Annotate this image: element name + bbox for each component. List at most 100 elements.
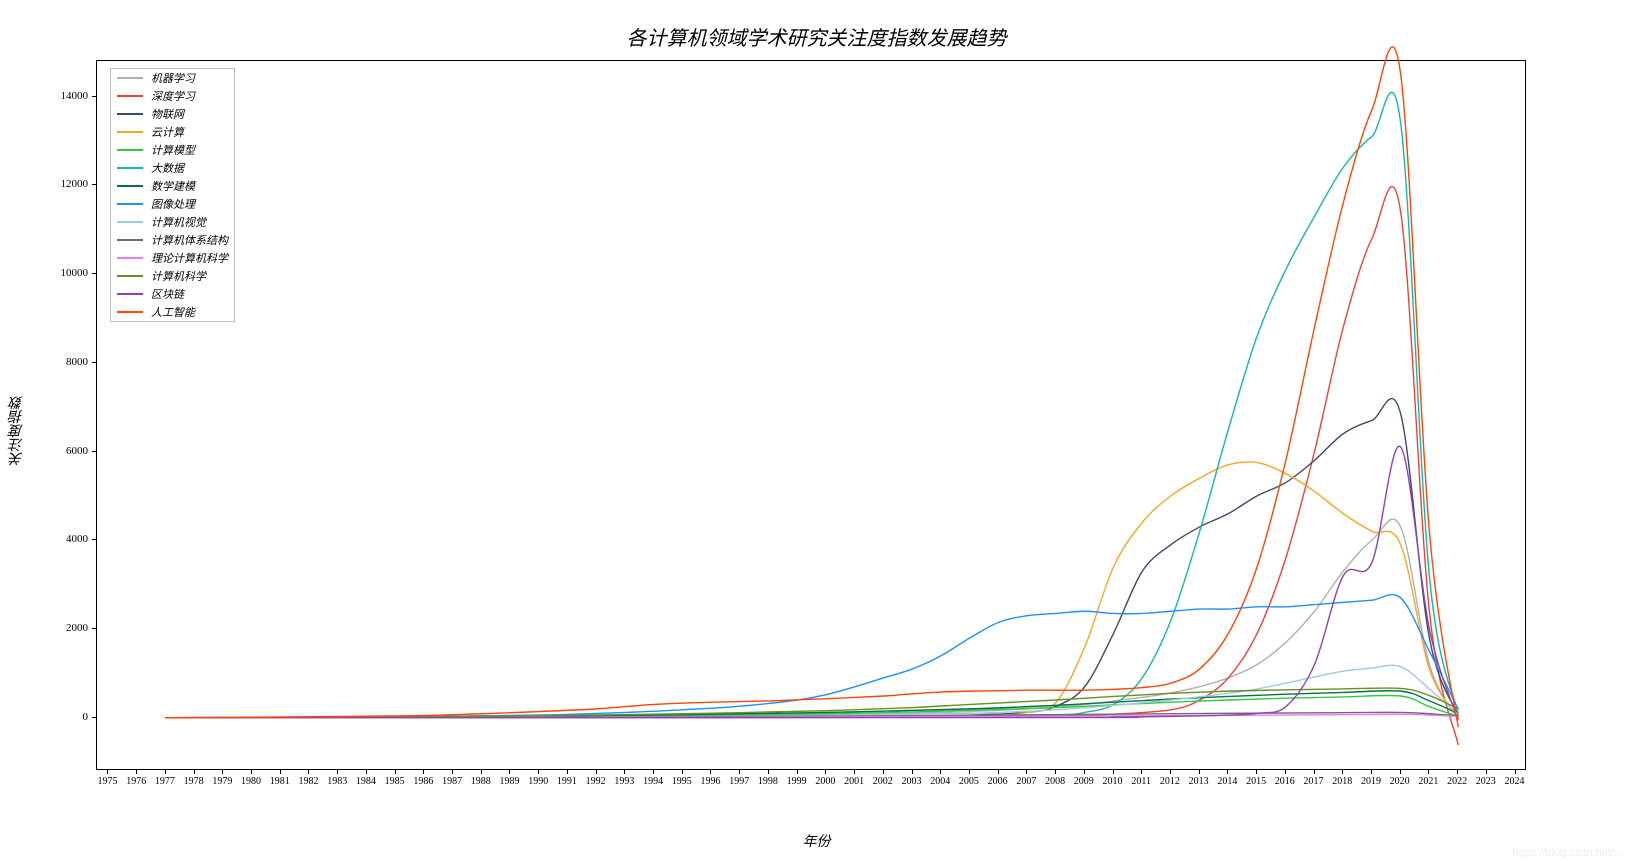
x-tick-label: 1997	[729, 776, 749, 787]
x-tick-label: 2020	[1390, 776, 1410, 787]
legend-swatch	[117, 311, 143, 313]
y-tick-mark	[92, 717, 96, 718]
y-tick-mark	[92, 273, 96, 274]
legend-label: 计算机视觉	[151, 214, 206, 230]
legend-label: 云计算	[151, 124, 184, 140]
x-tick-label: 1996	[700, 776, 720, 787]
x-tick-mark	[1055, 770, 1056, 774]
watermark: https://blog.csdn.net/…	[1512, 847, 1625, 859]
y-tick-mark	[92, 451, 96, 452]
x-tick-label: 1989	[499, 776, 519, 787]
y-tick-label: 0	[52, 711, 88, 723]
x-tick-label: 2015	[1246, 776, 1266, 787]
x-tick-label: 1995	[672, 776, 692, 787]
x-tick-label: 2006	[988, 776, 1008, 787]
series-line	[166, 187, 1458, 745]
legend-item: 图像处理	[111, 195, 234, 213]
x-tick-label: 1975	[97, 776, 117, 787]
x-tick-mark	[653, 770, 654, 774]
x-tick-label: 2003	[902, 776, 922, 787]
series-line	[166, 665, 1458, 717]
x-tick-label: 2013	[1189, 776, 1209, 787]
legend-swatch	[117, 131, 143, 133]
legend-swatch	[117, 221, 143, 223]
x-tick-mark	[998, 770, 999, 774]
x-tick-label: 2010	[1103, 776, 1123, 787]
x-tick-label: 2007	[1016, 776, 1036, 787]
legend-swatch	[117, 149, 143, 151]
legend-item: 计算机科学	[111, 267, 234, 285]
x-tick-mark	[797, 770, 798, 774]
x-tick-mark	[452, 770, 453, 774]
series-line	[166, 462, 1458, 718]
x-tick-mark	[912, 770, 913, 774]
legend: 机器学习深度学习物联网云计算计算模型大数据数学建模图像处理计算机视觉计算机体系结…	[110, 68, 235, 322]
x-tick-mark	[280, 770, 281, 774]
x-tick-label: 2009	[1074, 776, 1094, 787]
y-tick-label: 12000	[52, 178, 88, 190]
y-tick-mark	[92, 96, 96, 97]
plot-area	[96, 60, 1526, 770]
legend-label: 深度学习	[151, 88, 195, 104]
x-tick-label: 1982	[298, 776, 318, 787]
x-tick-mark	[509, 770, 510, 774]
x-tick-label: 1976	[126, 776, 146, 787]
x-tick-mark	[222, 770, 223, 774]
y-tick-label: 10000	[52, 267, 88, 279]
x-tick-mark	[768, 770, 769, 774]
legend-swatch	[117, 113, 143, 115]
x-tick-label: 1999	[787, 776, 807, 787]
legend-item: 区块链	[111, 285, 234, 303]
x-tick-mark	[1199, 770, 1200, 774]
legend-label: 理论计算机科学	[151, 250, 228, 266]
x-tick-label: 2008	[1045, 776, 1065, 787]
x-tick-label: 2004	[930, 776, 950, 787]
x-tick-label: 2024	[1505, 776, 1525, 787]
legend-swatch	[117, 275, 143, 277]
x-tick-mark	[596, 770, 597, 774]
x-tick-label: 2005	[959, 776, 979, 787]
series-line	[166, 399, 1458, 718]
x-tick-mark	[165, 770, 166, 774]
legend-item: 云计算	[111, 123, 234, 141]
x-tick-mark	[710, 770, 711, 774]
legend-item: 大数据	[111, 159, 234, 177]
legend-item: 计算机体系结构	[111, 231, 234, 249]
y-tick-mark	[92, 539, 96, 540]
x-tick-mark	[337, 770, 338, 774]
x-tick-mark	[423, 770, 424, 774]
x-tick-label: 1991	[557, 776, 577, 787]
legend-swatch	[117, 293, 143, 295]
legend-label: 大数据	[151, 160, 184, 176]
x-tick-label: 1984	[356, 776, 376, 787]
series-line	[166, 92, 1458, 717]
plot-svg	[97, 61, 1525, 769]
x-tick-label: 2016	[1275, 776, 1295, 787]
x-tick-mark	[883, 770, 884, 774]
legend-label: 机器学习	[151, 70, 195, 86]
x-tick-mark	[1227, 770, 1228, 774]
series-line	[166, 47, 1458, 727]
x-tick-label: 1993	[614, 776, 634, 787]
x-tick-label: 2021	[1418, 776, 1438, 787]
legend-swatch	[117, 203, 143, 205]
legend-label: 计算机体系结构	[151, 232, 228, 248]
x-tick-mark	[1084, 770, 1085, 774]
legend-label: 数学建模	[151, 178, 195, 194]
x-tick-label: 2001	[844, 776, 864, 787]
legend-swatch	[117, 95, 143, 97]
x-tick-label: 1986	[413, 776, 433, 787]
x-tick-mark	[682, 770, 683, 774]
x-tick-mark	[308, 770, 309, 774]
x-tick-mark	[1486, 770, 1487, 774]
x-tick-mark	[1457, 770, 1458, 774]
x-tick-label: 2011	[1131, 776, 1151, 787]
legend-swatch	[117, 239, 143, 241]
x-tick-label: 1994	[643, 776, 663, 787]
legend-item: 计算机视觉	[111, 213, 234, 231]
legend-item: 人工智能	[111, 303, 234, 321]
legend-label: 区块链	[151, 286, 184, 302]
y-tick-label: 6000	[52, 445, 88, 457]
x-tick-label: 1979	[212, 776, 232, 787]
x-tick-label: 1977	[155, 776, 175, 787]
